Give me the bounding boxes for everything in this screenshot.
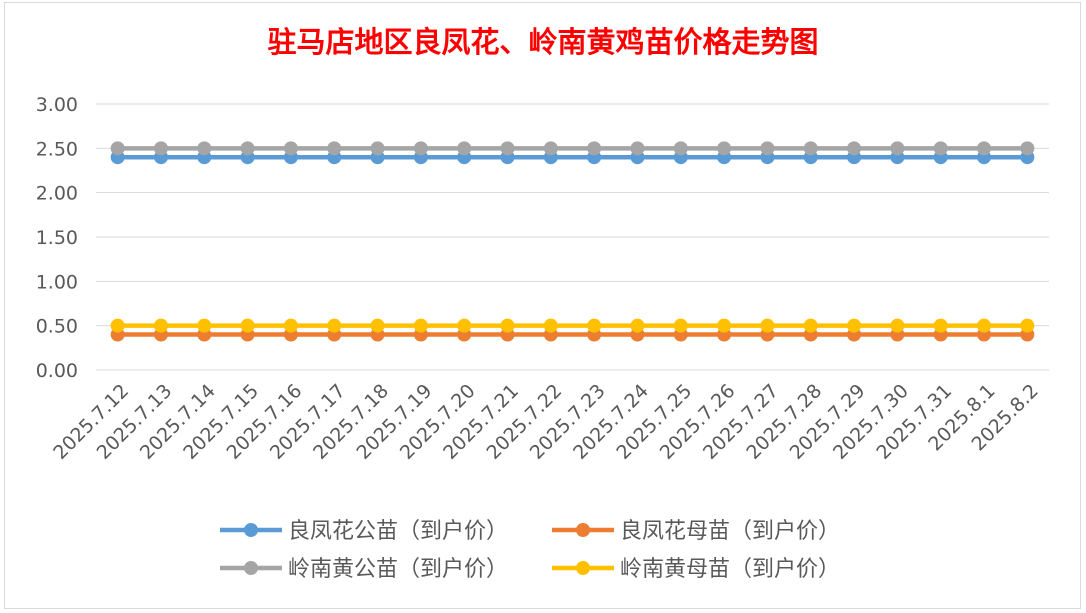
- y-tick-label: 1.50: [36, 227, 78, 249]
- data-point: [847, 318, 862, 333]
- data-point: [370, 141, 385, 156]
- data-point: [803, 318, 818, 333]
- y-tick-label: 0.50: [36, 316, 78, 338]
- data-point: [717, 141, 732, 156]
- data-point: [110, 318, 125, 333]
- data-point: [153, 318, 168, 333]
- legend-label: 良凤花母苗（到户价）: [620, 519, 840, 544]
- data-point: [327, 318, 342, 333]
- y-tick-label: 3.00: [36, 94, 78, 116]
- y-tick-label: 2.50: [36, 138, 78, 160]
- chart-title: 驻马店地区良凤花、岭南黄鸡苗价格走势图: [267, 25, 818, 59]
- data-point: [717, 318, 732, 333]
- data-point: [500, 141, 515, 156]
- data-point: [283, 318, 298, 333]
- data-point: [1020, 141, 1035, 156]
- data-point: [673, 318, 688, 333]
- legend-label: 岭南黄母苗（到户价）: [620, 557, 840, 582]
- data-point: [283, 141, 298, 156]
- data-point: [457, 141, 472, 156]
- data-point: [413, 318, 428, 333]
- data-point: [933, 318, 948, 333]
- legend-marker: [244, 523, 258, 537]
- data-point: [890, 141, 905, 156]
- data-point: [1020, 318, 1035, 333]
- data-point: [630, 141, 645, 156]
- data-point: [890, 318, 905, 333]
- legend-label: 良凤花公苗（到户价）: [288, 519, 508, 544]
- series-3: [110, 141, 1035, 156]
- data-point: [587, 141, 602, 156]
- data-point: [370, 318, 385, 333]
- series-group: [110, 141, 1035, 342]
- data-point: [543, 318, 558, 333]
- data-point: [197, 141, 212, 156]
- legend-marker: [576, 561, 590, 575]
- legend-item: 良凤花母苗（到户价）: [552, 519, 840, 544]
- data-point: [630, 318, 645, 333]
- legend-item: 岭南黄母苗（到户价）: [552, 557, 840, 582]
- y-tick-label: 2.00: [36, 183, 78, 205]
- series-4: [110, 318, 1035, 333]
- data-point: [760, 318, 775, 333]
- y-tick-label: 0.00: [36, 360, 78, 382]
- data-point: [847, 141, 862, 156]
- data-point: [803, 141, 818, 156]
- legend-label: 岭南黄公苗（到户价）: [288, 557, 508, 582]
- legend-marker: [576, 523, 590, 537]
- data-point: [673, 141, 688, 156]
- data-point: [977, 318, 992, 333]
- data-point: [457, 318, 472, 333]
- data-point: [587, 318, 602, 333]
- legend-item: 岭南黄公苗（到户价）: [220, 557, 508, 582]
- data-point: [413, 141, 428, 156]
- legend-item: 良凤花公苗（到户价）: [220, 519, 508, 544]
- data-point: [153, 141, 168, 156]
- data-point: [500, 318, 515, 333]
- chart-frame: [4, 2, 1081, 609]
- data-point: [197, 318, 212, 333]
- data-point: [543, 141, 558, 156]
- data-point: [933, 141, 948, 156]
- y-axis: 0.00 0.50 1.00 1.50 2.00 2.50 3.00: [36, 94, 78, 382]
- data-point: [760, 141, 775, 156]
- data-point: [327, 141, 342, 156]
- x-axis: 2025.7.122025.7.132025.7.142025.7.152025…: [49, 380, 1043, 464]
- data-point: [240, 141, 255, 156]
- data-point: [977, 141, 992, 156]
- data-point: [240, 318, 255, 333]
- gridlines: [96, 103, 1049, 371]
- legend-marker: [244, 561, 258, 575]
- legend: 良凤花公苗（到户价） 良凤花母苗（到户价） 岭南黄公苗（到户价） 岭南黄母苗（到户价）: [220, 519, 840, 582]
- y-tick-label: 1.00: [36, 271, 78, 293]
- data-point: [110, 141, 125, 156]
